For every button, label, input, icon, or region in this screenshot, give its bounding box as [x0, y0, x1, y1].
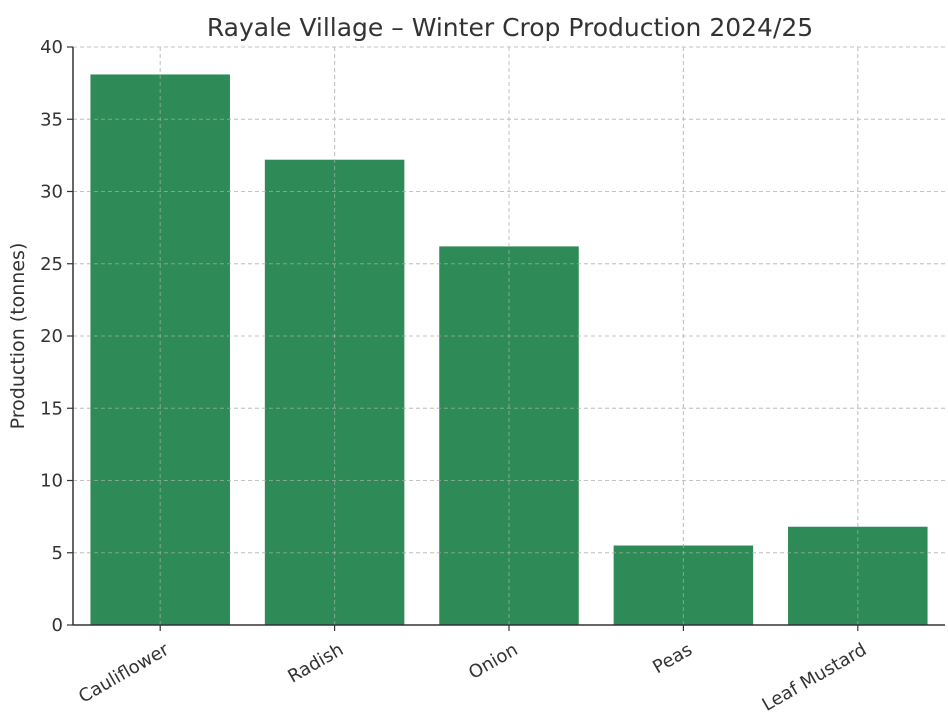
bar-peas — [613, 545, 754, 625]
y-tick-label: 5 — [52, 543, 63, 564]
y-tick-label: 10 — [40, 471, 63, 492]
y-ticks: 0 5 10 15 20 25 30 35 40 — [40, 37, 73, 636]
x-tick-label: Cauliflower — [75, 639, 173, 708]
y-tick-label: 15 — [40, 398, 63, 419]
y-tick-label: 0 — [52, 615, 63, 636]
y-tick-label: 30 — [40, 182, 63, 203]
y-axis-label: Production (tonnes) — [7, 243, 29, 430]
x-tick-label: Leaf Mustard — [759, 639, 871, 716]
y-tick-label: 35 — [40, 109, 63, 130]
bars — [73, 46, 945, 625]
y-tick-label: 20 — [40, 326, 63, 347]
y-tick-label: 25 — [40, 254, 63, 275]
x-ticks: Cauliflower Radish Onion Peas Leaf Mustard — [75, 625, 870, 716]
x-tick-label: Peas — [649, 639, 696, 678]
y-tick-label: 40 — [40, 37, 63, 58]
x-tick-label: Radish — [284, 639, 347, 687]
x-tick-label: Onion — [465, 639, 521, 684]
chart-title: Rayale Village – Winter Crop Production … — [207, 13, 813, 42]
